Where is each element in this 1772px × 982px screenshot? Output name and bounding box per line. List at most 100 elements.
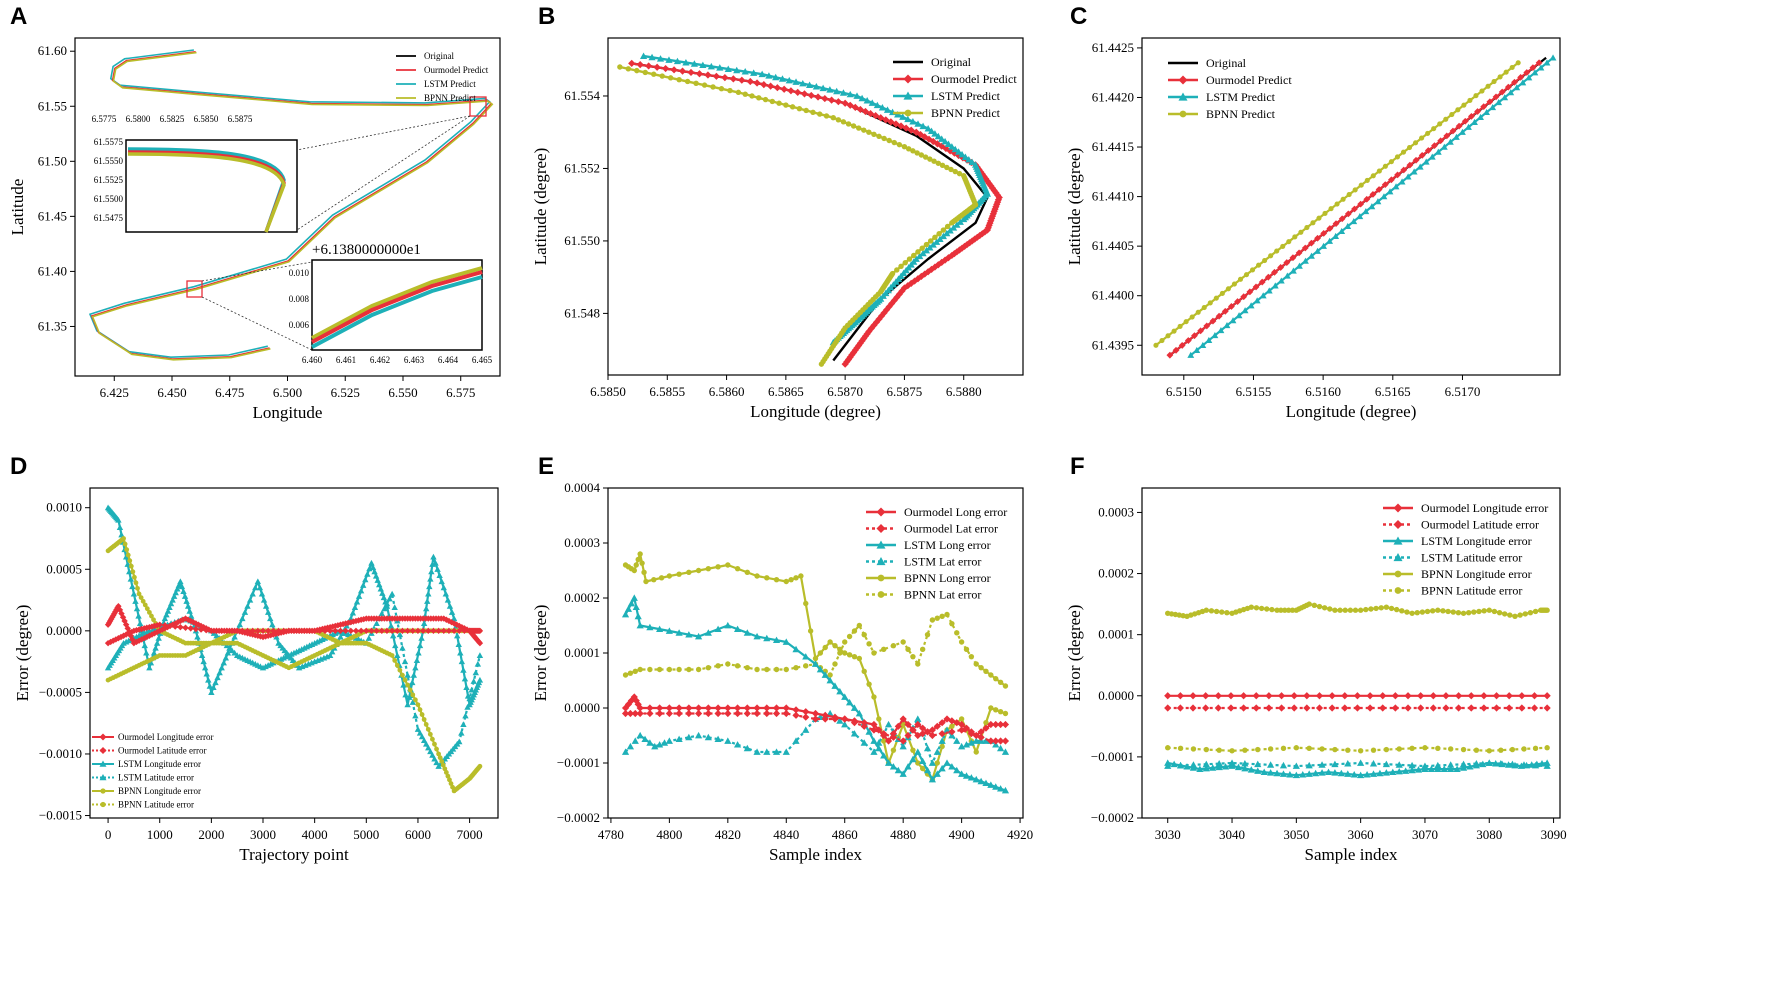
- data-point: [1468, 112, 1475, 120]
- data-point: [363, 627, 370, 635]
- data-point: [685, 704, 693, 712]
- data-point: [699, 61, 707, 69]
- data-point: [164, 623, 171, 631]
- data-point: [425, 627, 432, 635]
- data-point: [258, 590, 266, 597]
- data-point: [404, 627, 411, 635]
- data-point: [1255, 746, 1261, 753]
- y-tick-label: −0.0015: [39, 808, 82, 823]
- data-point: [1183, 763, 1191, 770]
- x-tick-label: 4840: [773, 827, 799, 842]
- legend-marker: [1393, 536, 1403, 545]
- data-point: [410, 671, 418, 678]
- data-point: [842, 650, 848, 656]
- data-point: [968, 653, 975, 660]
- data-point: [1406, 144, 1413, 151]
- data-point: [1311, 602, 1318, 609]
- data-point: [1277, 692, 1286, 700]
- data-point: [124, 547, 130, 552]
- data-point: [1363, 195, 1371, 203]
- data-point: [1404, 692, 1412, 700]
- panel-letter-f: F: [1070, 453, 1085, 480]
- y-tick-label: 61.4420: [1092, 89, 1134, 104]
- data-point: [357, 587, 365, 594]
- data-point: [1392, 183, 1400, 190]
- data-point: [1440, 765, 1448, 772]
- data-point: [180, 588, 187, 594]
- data-point: [873, 101, 881, 109]
- data-point: [714, 735, 722, 743]
- data-point: [985, 179, 993, 188]
- data-point: [812, 655, 819, 662]
- data-point: [803, 107, 809, 114]
- data-point: [1166, 351, 1174, 359]
- legend-label: Ourmodel Latitude error: [1421, 518, 1539, 532]
- legend-marker: [99, 760, 107, 767]
- data-point: [639, 560, 645, 566]
- data-point: [954, 630, 960, 636]
- data-point: [941, 137, 949, 145]
- data-point: [1165, 745, 1171, 751]
- legend-marker: [876, 557, 886, 566]
- data-point: [715, 663, 721, 669]
- data-point: [453, 621, 460, 628]
- data-point: [425, 590, 432, 597]
- data-point: [1254, 767, 1262, 774]
- data-point: [918, 152, 925, 158]
- data-point: [996, 744, 1005, 752]
- data-point: [627, 697, 635, 705]
- data-point: [938, 719, 946, 727]
- data-point: [1530, 692, 1539, 700]
- x-tick-label: 6.5860: [709, 384, 745, 399]
- data-point: [753, 632, 761, 640]
- y-tick-label: −0.0001: [557, 755, 600, 770]
- data-point: [1357, 771, 1365, 779]
- data-point: [972, 775, 980, 783]
- y-tick-label: 61.4415: [1092, 139, 1134, 154]
- data-point: [1479, 88, 1485, 94]
- data-point: [1302, 257, 1309, 264]
- data-point: [252, 584, 259, 591]
- data-point: [1383, 746, 1390, 753]
- data-point: [1518, 704, 1526, 712]
- data-point: [783, 578, 789, 585]
- data-point: [724, 65, 732, 72]
- data-point: [944, 254, 953, 262]
- y-tick-label: 61.50: [38, 153, 67, 168]
- data-point: [893, 293, 901, 301]
- data-point: [889, 733, 898, 741]
- data-point: [904, 720, 912, 729]
- series-ourmodel-predict: [628, 59, 1003, 368]
- zoom-connector: [201, 296, 313, 351]
- data-point: [676, 666, 682, 673]
- data-point: [161, 622, 169, 629]
- data-point: [686, 569, 692, 576]
- data-point: [1279, 761, 1288, 769]
- inset-bottom-line-0: [311, 266, 483, 340]
- legend-label: BPNN Predict: [1206, 107, 1276, 121]
- data-point: [1267, 769, 1275, 776]
- data-point: [1522, 611, 1528, 617]
- data-point: [648, 53, 656, 61]
- x-tick-label: 0: [105, 827, 112, 842]
- data-point: [405, 694, 413, 700]
- data-point: [188, 612, 195, 619]
- data-point: [440, 584, 447, 591]
- data-point: [371, 568, 378, 575]
- y-tick-label: 0.0000: [1098, 688, 1134, 703]
- data-point: [1471, 609, 1477, 615]
- data-point: [1425, 130, 1431, 136]
- data-point: [1391, 692, 1399, 700]
- data-point: [923, 241, 930, 248]
- data-point: [973, 749, 979, 755]
- data-point: [1486, 748, 1492, 754]
- data-point: [746, 77, 754, 86]
- data-point: [987, 781, 995, 788]
- data-point: [753, 79, 761, 87]
- data-point: [447, 777, 452, 783]
- data-point: [846, 633, 853, 640]
- data-point: [938, 135, 946, 142]
- data-point: [1286, 771, 1294, 778]
- data-point: [1203, 607, 1210, 613]
- data-point: [409, 679, 416, 686]
